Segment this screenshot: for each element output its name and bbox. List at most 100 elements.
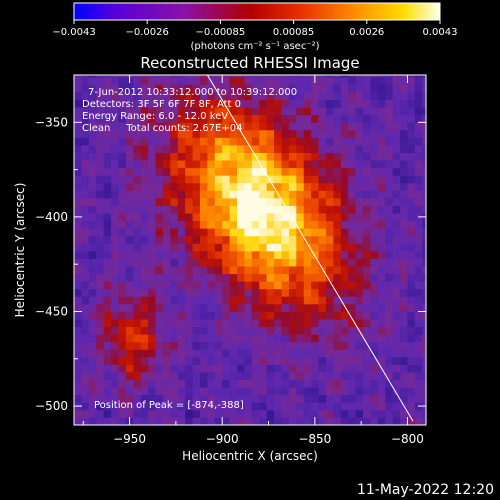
heatmap-cell — [363, 334, 371, 343]
x-axis-label: Heliocentric X (arcsec) — [182, 449, 318, 463]
heatmap-cell — [133, 266, 142, 275]
heatmap-cell — [333, 334, 342, 343]
heatmap-cell — [355, 160, 364, 169]
heatmap-cell — [162, 394, 171, 403]
heatmap-cell — [266, 281, 275, 290]
heatmap-cell — [133, 417, 142, 425]
heatmap-cell — [400, 75, 408, 78]
heatmap-cell — [281, 122, 290, 131]
heatmap-cell — [281, 387, 290, 396]
heatmap-cell — [355, 182, 364, 191]
x-axis: −950 −900 −850 −800 — [82, 75, 424, 446]
heatmap-cell — [303, 99, 312, 108]
heatmap-cell — [281, 129, 290, 138]
heatmap-cell — [325, 250, 334, 259]
heatmap-cell — [111, 205, 119, 214]
heatmap-cell — [229, 235, 238, 244]
heatmap-cell — [392, 372, 401, 380]
heatmap-cell — [140, 122, 149, 131]
heatmap-cell — [185, 409, 193, 418]
heatmap-cell — [133, 167, 142, 176]
heatmap-cell — [370, 243, 379, 252]
heatmap-cell — [81, 235, 90, 244]
heatmap-cell — [199, 273, 208, 282]
heatmap-cell — [266, 84, 275, 93]
heatmap-cell — [318, 319, 327, 328]
heatmap-cell — [199, 205, 208, 214]
heatmap-cell — [281, 409, 290, 418]
heatmap-cell — [363, 281, 371, 290]
heatmap-cell — [407, 334, 416, 343]
heatmap-cell — [192, 213, 201, 222]
heatmap-cell — [259, 167, 268, 176]
heatmap-cell — [251, 205, 260, 214]
heatmap-cell — [400, 228, 408, 237]
heatmap-cell — [133, 197, 142, 206]
heatmap-cell — [192, 409, 201, 418]
heatmap-cell — [185, 243, 193, 252]
heatmap-cell — [148, 122, 156, 131]
heatmap-cell — [140, 319, 149, 328]
heatmap-cell — [377, 296, 386, 305]
heatmap-cell — [377, 213, 386, 222]
heatmap-cell — [266, 319, 275, 328]
heatmap-cell — [333, 182, 342, 191]
heatmap-cell — [370, 402, 379, 411]
heatmap-cell — [333, 84, 342, 93]
heatmap-cell — [96, 266, 105, 275]
heatmap-cell — [274, 220, 282, 229]
heatmap-cell — [370, 114, 379, 123]
heatmap-cell — [155, 288, 164, 297]
heatmap-cell — [274, 349, 282, 358]
heatmap-cell — [348, 99, 356, 108]
heatmap-cell — [177, 205, 186, 214]
heatmap-cell — [192, 235, 201, 244]
heatmap-cell — [363, 311, 371, 320]
heatmap-cell — [407, 273, 416, 282]
heatmap-cell — [363, 288, 371, 297]
heatmap-cell — [81, 266, 90, 275]
heatmap-cell — [303, 409, 312, 418]
heatmap-cell — [251, 372, 260, 380]
heatmap-cell — [229, 402, 238, 411]
heatmap-cell — [229, 84, 238, 93]
heatmap-cell — [185, 349, 193, 358]
heatmap-cell — [237, 402, 245, 411]
heatmap-cell — [214, 303, 223, 312]
heatmap-cell — [133, 356, 142, 365]
heatmap-cell — [185, 99, 193, 108]
heatmap-cell — [363, 145, 371, 153]
heatmap-cell — [244, 160, 253, 169]
heatmap-cell — [392, 266, 401, 275]
heatmap-cell — [185, 197, 193, 206]
heatmap-cell — [422, 145, 426, 153]
heatmap-cell — [311, 137, 319, 146]
heatmap-cell — [303, 160, 312, 169]
heatmap-cell — [81, 243, 90, 252]
heatmap-cell — [259, 303, 268, 312]
heatmap-cell — [148, 76, 156, 85]
heatmap-cell — [185, 167, 193, 176]
heatmap-cell — [103, 303, 112, 312]
heatmap-cell — [96, 250, 105, 259]
heatmap-cell — [363, 296, 371, 305]
heatmap-cell — [370, 228, 379, 237]
heatmap-cell — [281, 281, 290, 290]
heatmap-cell — [222, 99, 231, 108]
heatmap-cell — [177, 319, 186, 328]
heatmap-cell — [274, 107, 282, 116]
heatmap-cell — [325, 114, 334, 123]
heatmap-cell — [125, 356, 134, 365]
heatmap-cell — [81, 402, 90, 411]
heatmap-cell — [214, 281, 223, 290]
heatmap-cell — [185, 258, 193, 267]
heatmap-cell — [214, 288, 223, 297]
heatmap-cell — [363, 99, 371, 108]
heatmap-cell — [377, 129, 386, 138]
x-tick-label: −850 — [298, 432, 331, 446]
heatmap-cell — [74, 258, 82, 267]
heatmap-cell — [133, 235, 142, 244]
heatmap-cell — [363, 167, 371, 176]
heatmap-cell — [103, 334, 112, 343]
heatmap-cell — [88, 122, 97, 131]
